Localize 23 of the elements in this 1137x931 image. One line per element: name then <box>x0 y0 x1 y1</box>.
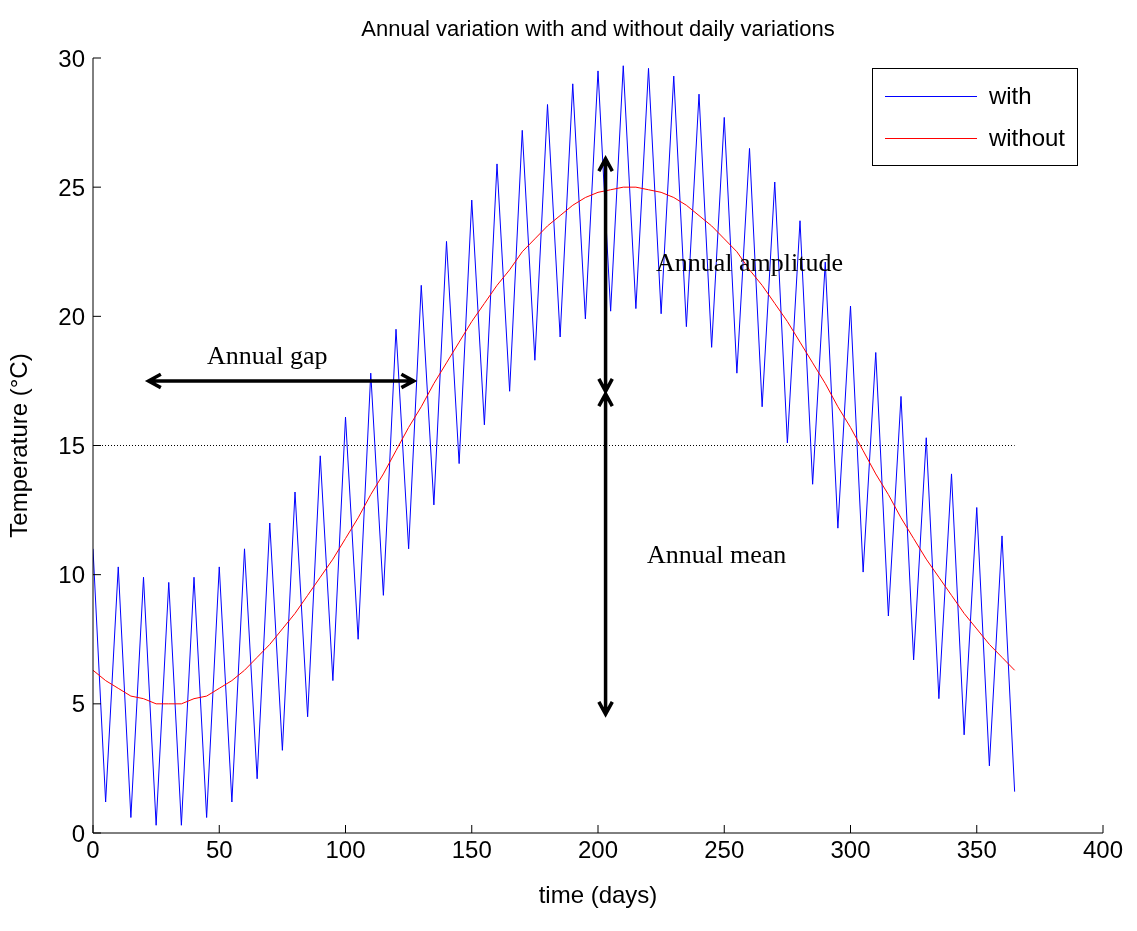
y-tick-label: 0 <box>71 819 85 847</box>
annotation: Annual gap <box>206 340 328 370</box>
annotation: Annual mean <box>647 539 787 569</box>
chart-title: Annual variation with and without daily variations <box>360 16 836 42</box>
x-tick-label: 200 <box>577 836 619 864</box>
x-tick-label: 150 <box>451 836 492 864</box>
x-tick-label: 250 <box>704 836 745 864</box>
legend-label: without <box>988 123 1065 153</box>
y-tick-label: 10 <box>58 561 85 589</box>
x-tick-label: 400 <box>1082 836 1124 864</box>
x-tick-label: 50 <box>205 836 233 864</box>
y-tick-label: 25 <box>58 173 85 201</box>
y-tick-label: 5 <box>71 690 85 718</box>
x-tick-label: 350 <box>956 836 997 864</box>
y-tick-label: 30 <box>58 44 85 72</box>
x-tick-label: 300 <box>830 836 871 864</box>
y-axis-title: Temperature (°C) <box>4 353 32 538</box>
x-tick-label: 100 <box>325 836 366 864</box>
x-axis-title: time (days) <box>538 881 658 908</box>
y-tick-label: 20 <box>58 302 85 330</box>
y-tick-label: 15 <box>58 432 85 460</box>
legend-label: with <box>988 81 1032 111</box>
line-series <box>93 186 1016 705</box>
